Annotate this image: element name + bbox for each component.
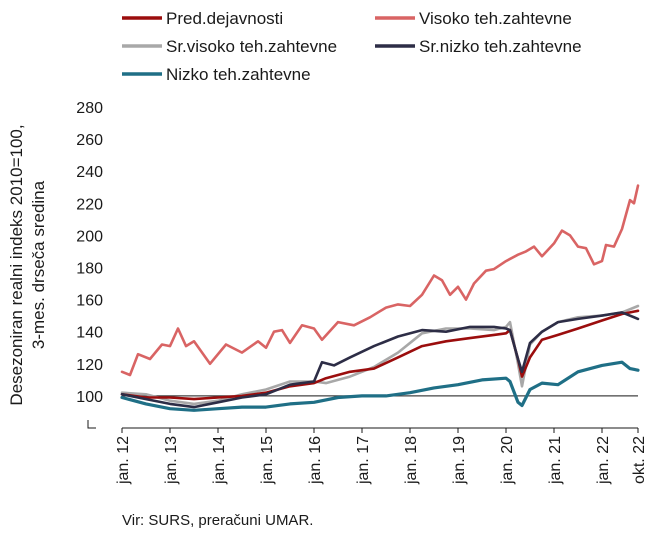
y-tick-label: 240 [76, 164, 103, 181]
y-tick-label: 140 [76, 325, 103, 342]
y-tick-label: 160 [76, 293, 103, 310]
x-tick-label: jan. 21 [547, 436, 564, 485]
legend-label: Sr.nizko teh.zahtevne [419, 37, 582, 56]
y-tick-label: 180 [76, 261, 103, 278]
x-tick-label: jan. 13 [163, 436, 180, 485]
axis-break-mark [87, 420, 96, 429]
x-tick-label: jan. 17 [355, 436, 372, 485]
legend-label: Sr.visoko teh.zahtevne [166, 37, 337, 56]
y-axis-title: Desezoniran realni indeks 2010=100, 3-mes… [7, 124, 48, 405]
y-axis-ticks: 100 120 140 160 180 200 220 240 260 280 [76, 100, 103, 429]
chart-source: Vir: SURS, preračuni UMAR. [122, 512, 314, 529]
chart-legend: Pred.dejavnosti Visoko teh.zahtevne Sr.vis… [122, 9, 582, 84]
x-tick-label: jan. 16 [307, 436, 324, 485]
y-tick-label: 220 [76, 196, 103, 213]
y-axis-title-line: 3-mes. drseča sredina [29, 180, 48, 349]
series-line [120, 311, 640, 409]
series-line [120, 360, 640, 412]
x-axis: jan. 12 jan. 13 jan. 14 jan. 15 jan. 16 jan. … [115, 427, 648, 485]
legend-label: Nizko teh.zahtevne [166, 65, 311, 84]
x-tick-label: jan. 20 [499, 436, 516, 485]
x-tick-label: jan. 22 [595, 436, 612, 485]
y-tick-label: 260 [76, 132, 103, 149]
series-lines [120, 184, 640, 412]
x-tick-label: jan. 12 [115, 436, 132, 485]
y-tick-label: 120 [76, 357, 103, 374]
x-tick-label: jan. 14 [211, 436, 228, 485]
x-tick-label: jan. 18 [403, 436, 420, 485]
x-tick-label: jan. 19 [451, 436, 468, 485]
y-tick-label: 280 [76, 100, 103, 117]
legend-label: Pred.dejavnosti [166, 9, 283, 28]
series-line [120, 184, 640, 377]
y-axis-title-line: Desezoniran realni indeks 2010=100, [7, 124, 26, 405]
x-tick-label: okt. 22 [631, 436, 648, 484]
y-tick-label: 100 [76, 389, 103, 406]
y-tick-label: 200 [76, 228, 103, 245]
x-tick-label: jan. 15 [259, 436, 276, 485]
legend-label: Visoko teh.zahtevne [419, 9, 572, 28]
series-line [120, 309, 640, 401]
